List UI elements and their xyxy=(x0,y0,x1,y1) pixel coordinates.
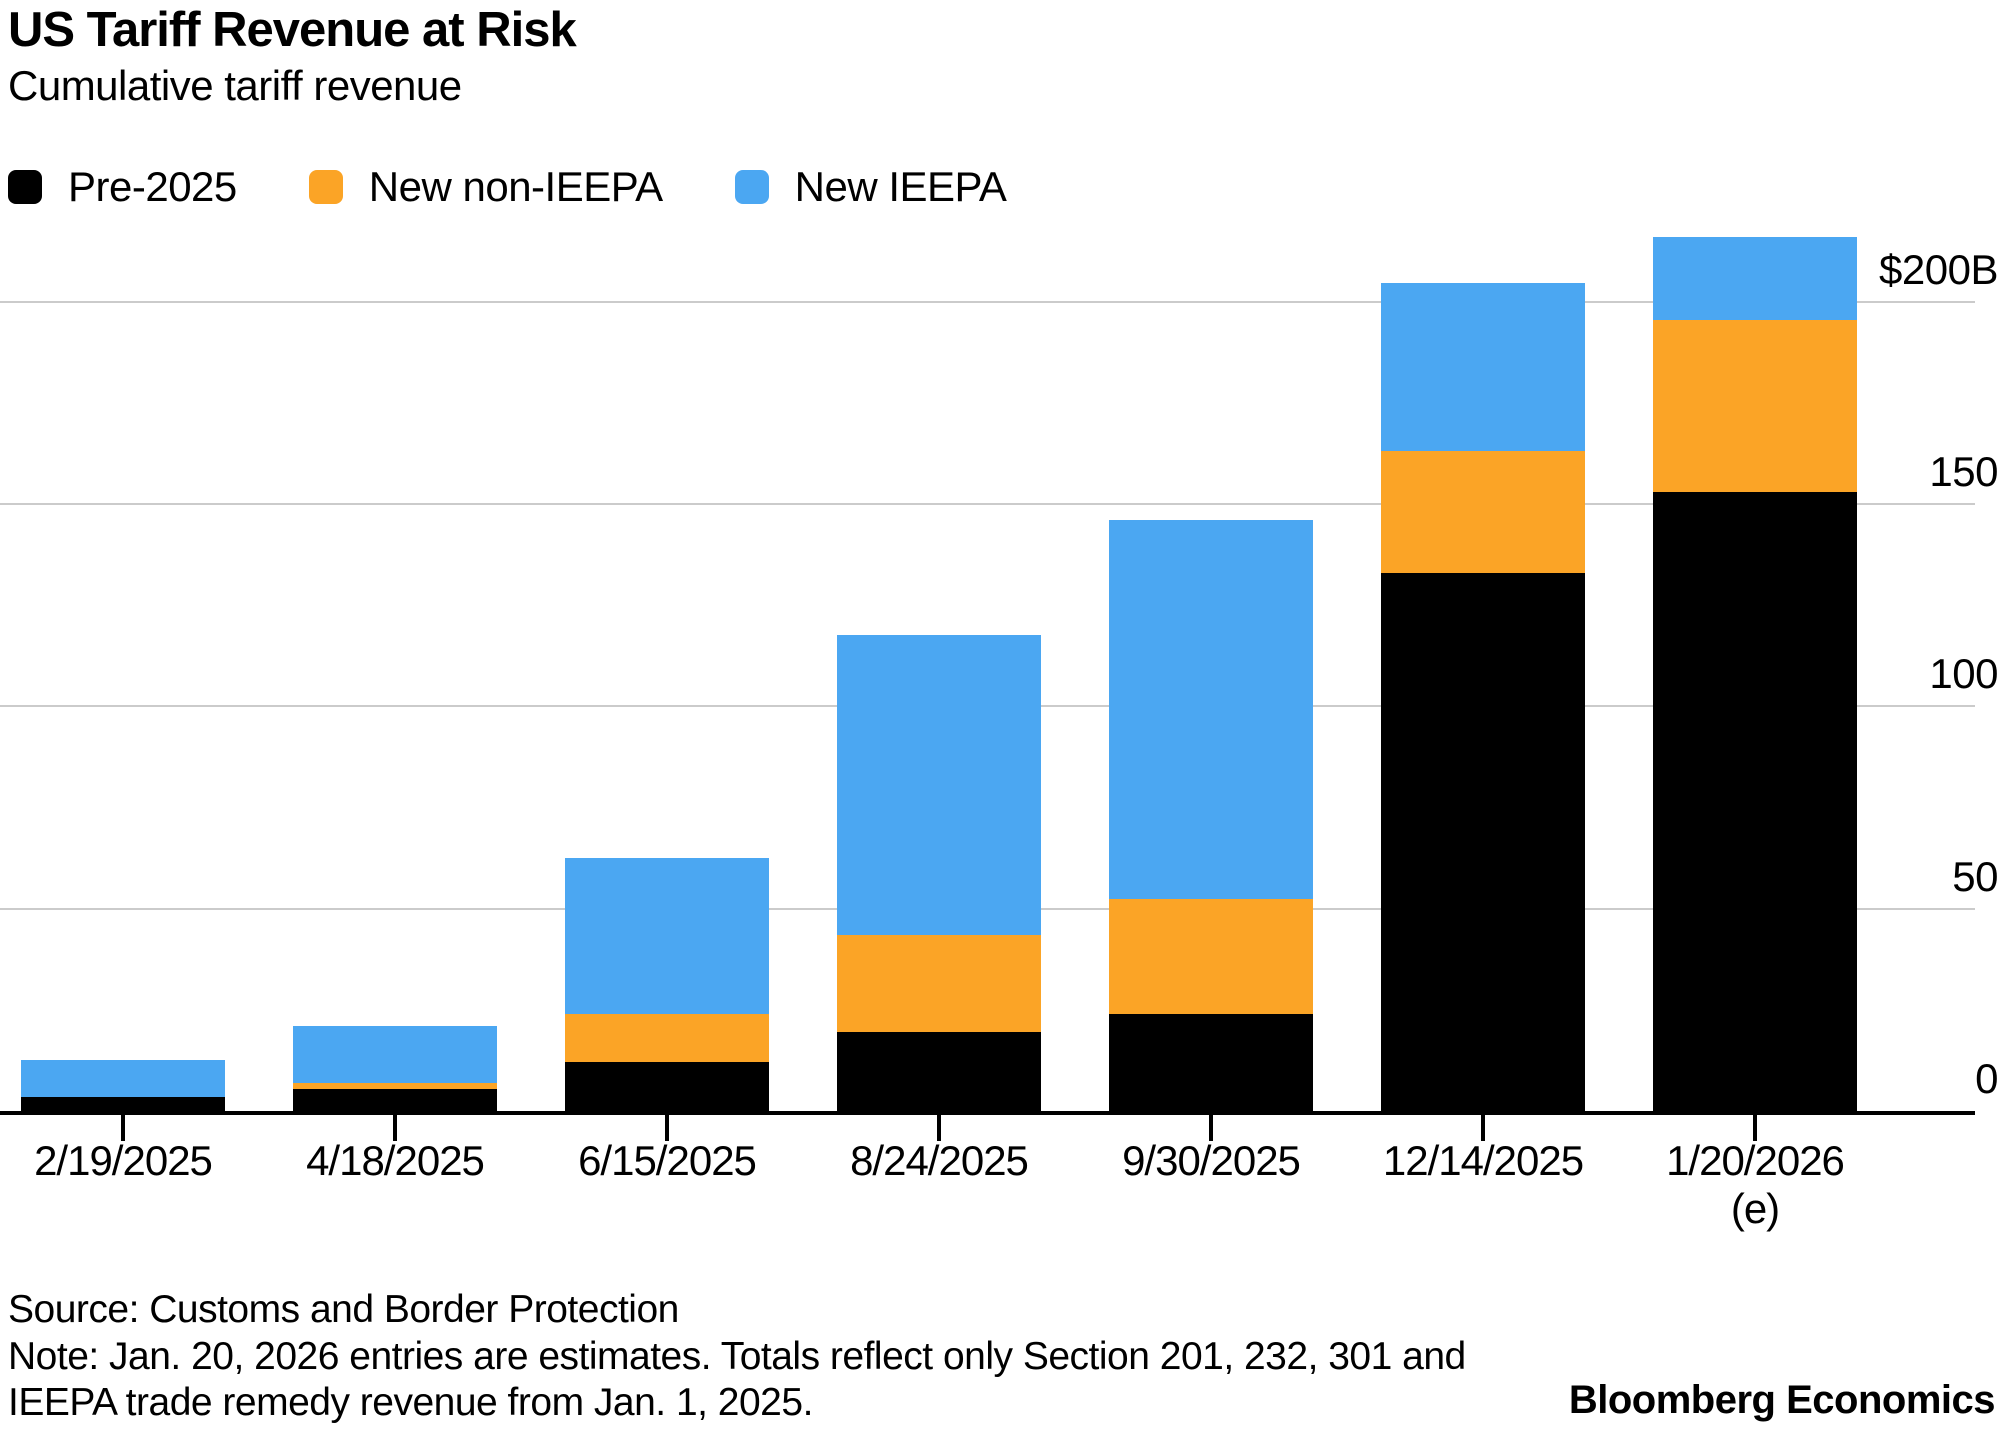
legend-swatch-icon xyxy=(308,170,343,204)
bar-segment-pre-2025 xyxy=(21,1096,225,1111)
footnote-line-1: Note: Jan. 20, 2026 entries are estimate… xyxy=(8,1335,1466,1378)
bar-8-24-2025 xyxy=(837,0,1041,1111)
bar-segment-new-ieepa xyxy=(21,1060,225,1097)
bar-segment-pre-2025 xyxy=(565,1062,769,1111)
legend: Pre-2025 New non-IEEPA New IEEPA xyxy=(8,163,1078,211)
x-axis-label: 12/14/2025 xyxy=(1382,1137,1584,1184)
legend-label: New non-IEEPA xyxy=(368,163,663,210)
y-axis-label-50: 50 xyxy=(1952,852,1998,900)
x-axis-label: 8/24/2025 xyxy=(850,1137,1029,1184)
bar-6-15-2025 xyxy=(565,0,769,1111)
legend-item-2: New IEEPA xyxy=(734,163,1007,211)
x-axis-tick xyxy=(1481,1115,1485,1141)
bar-segment-pre-2025 xyxy=(1653,491,1857,1111)
brand-attribution: Bloomberg Economics xyxy=(1568,1378,1996,1422)
bar-segment-new-ieepa xyxy=(1109,520,1313,899)
bar-segment-pre-2025 xyxy=(837,1032,1041,1111)
x-axis-label: 9/30/2025 xyxy=(1122,1137,1301,1184)
gridline-150 xyxy=(0,502,1975,505)
legend-item-1: New non-IEEPA xyxy=(308,163,663,211)
x-axis-label: 6/15/2025 xyxy=(578,1137,757,1184)
bar-segment-new-ieepa xyxy=(837,635,1041,935)
x-axis-sublabel-estimate: (e) xyxy=(1730,1185,1780,1232)
x-axis-label: 4/18/2025 xyxy=(306,1137,485,1184)
footnote-line-2: IEEPA trade remedy revenue from Jan. 1, … xyxy=(8,1381,813,1424)
bar-segment-new-ieepa xyxy=(1381,283,1585,452)
x-axis-tick xyxy=(1209,1115,1213,1141)
x-axis-tick xyxy=(937,1115,941,1141)
bar-segment-pre-2025 xyxy=(293,1088,497,1111)
x-axis-line xyxy=(0,1111,1975,1115)
y-axis-label-0: 0 xyxy=(1975,1055,1998,1102)
bar-segment-new-ieepa xyxy=(1653,236,1857,320)
bar-segment-new-ieepa xyxy=(293,1026,497,1083)
bar-4-18-2025 xyxy=(293,0,497,1111)
y-axis-label-150: 150 xyxy=(1929,447,1998,495)
bar-segment-new-non-ieepa xyxy=(1381,451,1585,573)
x-axis-tick xyxy=(1753,1115,1757,1141)
bar-1-20-2026 xyxy=(1653,0,1857,1111)
legend-label: New IEEPA xyxy=(794,163,1007,210)
x-axis-tick xyxy=(121,1115,125,1141)
bar-9-30-2025 xyxy=(1109,0,1313,1111)
legend-item-0: Pre-2025 xyxy=(8,163,237,211)
bar-segment-new-non-ieepa xyxy=(837,934,1041,1033)
x-axis-tick xyxy=(665,1115,669,1141)
legend-label: Pre-2025 xyxy=(68,163,237,210)
bar-segment-new-non-ieepa xyxy=(565,1013,769,1063)
x-axis-label: 1/20/2026 (e) xyxy=(1619,1137,1891,1233)
bar-segment-new-non-ieepa xyxy=(1109,898,1313,1014)
x-axis-tick xyxy=(393,1115,397,1141)
x-axis-label: 2/19/2025 xyxy=(34,1137,213,1184)
legend-swatch-icon xyxy=(8,170,42,204)
source-note: Source: Customs and Border Protection xyxy=(8,1288,679,1331)
bar-segment-new-ieepa xyxy=(565,858,769,1014)
chart-subtitle: Cumulative tariff revenue xyxy=(8,62,462,109)
bar-2-19-2025 xyxy=(21,0,225,1111)
page-title: US Tariff Revenue at Risk xyxy=(8,3,577,57)
y-axis-label-100: 100 xyxy=(1929,650,1998,698)
bar-12-14-2025 xyxy=(1381,0,1585,1111)
gridline-200 xyxy=(0,300,1975,303)
y-axis-label-200: $200B xyxy=(1879,245,1998,293)
legend-swatch-icon xyxy=(734,170,769,204)
bar-segment-new-non-ieepa xyxy=(1653,319,1857,492)
bar-segment-new-non-ieepa xyxy=(293,1082,497,1089)
bar-segment-pre-2025 xyxy=(1381,572,1585,1111)
bar-segment-pre-2025 xyxy=(1109,1013,1313,1111)
